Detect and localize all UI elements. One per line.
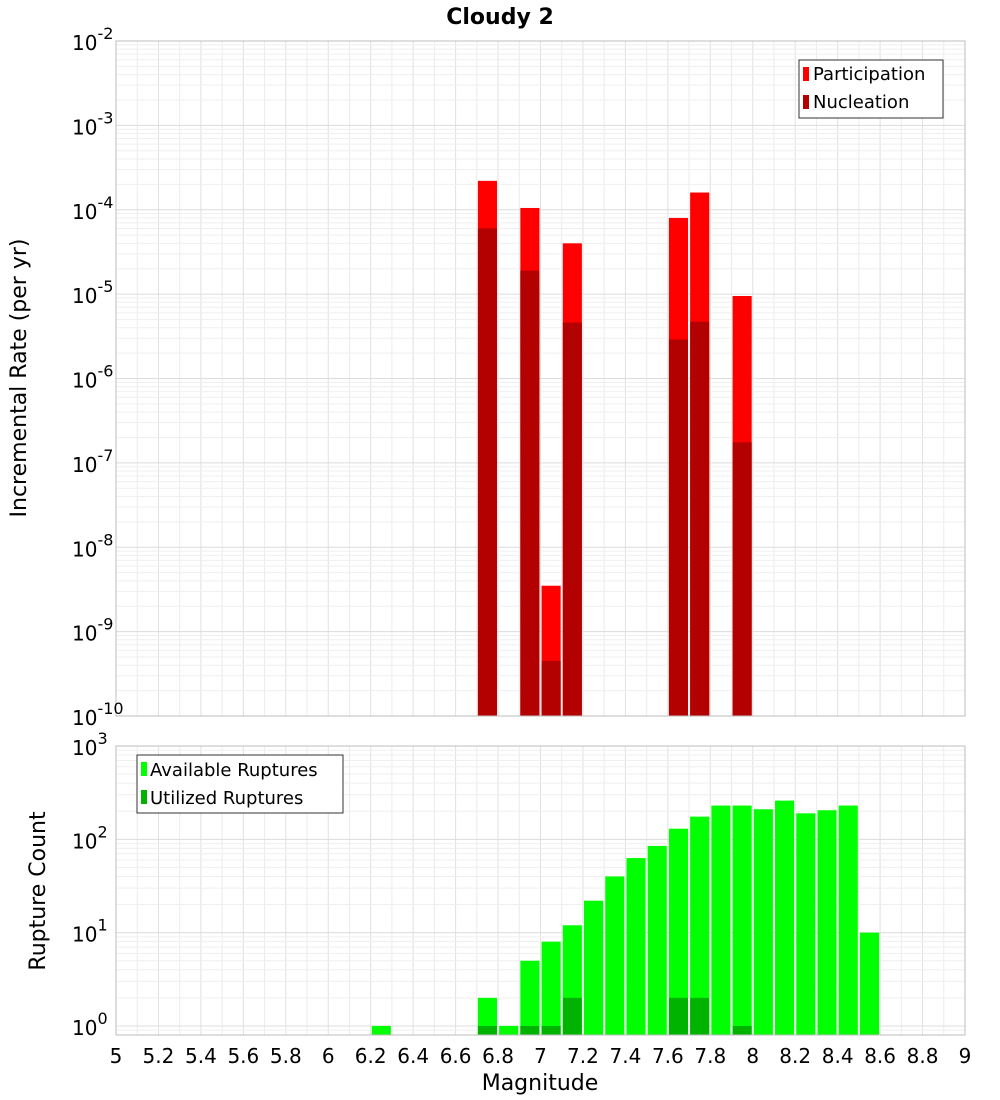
nucleation-bar — [690, 321, 710, 716]
available-ruptures-bar — [371, 1025, 391, 1035]
x-tick-label: 8.4 — [822, 1044, 854, 1068]
utilized-ruptures-bar — [668, 997, 689, 1035]
bottom-legend: Available Ruptures Utilized Ruptures — [136, 754, 344, 814]
available-ruptures-bar — [859, 932, 880, 1035]
bottom-legend-box — [136, 754, 344, 814]
top-y-tick-label: 10-2 — [72, 24, 113, 55]
bottom-y-tick-label: 102 — [72, 822, 108, 853]
top-y-tick-label: 10-4 — [72, 193, 113, 224]
nucleation-bar — [520, 270, 540, 716]
available-ruptures-bar — [796, 813, 816, 1035]
available-ruptures-legend-label: Available Ruptures — [150, 760, 318, 781]
x-tick-label: 9 — [959, 1044, 972, 1068]
available-ruptures-legend-swatch — [141, 762, 147, 776]
nucleation-bar — [732, 442, 752, 716]
top-y-tick-label: 10-10 — [72, 699, 124, 730]
available-ruptures-bar — [477, 997, 497, 1035]
top-grid — [115, 40, 966, 717]
top-y-tick-label: 10-6 — [72, 362, 113, 393]
chart-title: Cloudy 2 — [446, 5, 554, 30]
bottom-y-ticks: 100 101 102 103 — [72, 729, 108, 1040]
x-tick-label: 8.6 — [864, 1044, 896, 1068]
available-ruptures-bar — [711, 805, 731, 1035]
top-y-ticks: 10-10 10-9 10-8 10-7 10-6 10-5 10-4 10-3 10-2 — [72, 24, 124, 730]
available-ruptures-bar — [584, 900, 604, 1035]
nucleation-bar — [562, 322, 582, 716]
top-bars — [477, 180, 752, 717]
top-y-tick-label: 10-9 — [72, 615, 113, 646]
x-tick-label: 7.8 — [694, 1044, 726, 1068]
x-tick-label: 5.2 — [143, 1044, 175, 1068]
x-tick-label: 5.8 — [270, 1044, 302, 1068]
top-y-tick-label: 10-7 — [72, 446, 113, 477]
top-panel: 10-10 10-9 10-8 10-7 10-6 10-5 10-4 10-3 10-2 In… — [7, 24, 966, 730]
available-ruptures-bar — [838, 805, 858, 1035]
available-ruptures-bar — [668, 828, 689, 1035]
available-ruptures-bar — [775, 800, 795, 1035]
x-tick-label: 8.2 — [779, 1044, 811, 1068]
bottom-y-tick-label: 101 — [72, 916, 108, 947]
available-ruptures-bar — [817, 810, 837, 1035]
utilized-ruptures-legend-label: Utilized Ruptures — [150, 788, 303, 809]
x-tick-label: 7.4 — [609, 1044, 641, 1068]
x-tick-label: 7.6 — [652, 1044, 684, 1068]
x-tick-label: 6.8 — [482, 1044, 514, 1068]
nucleation-legend-swatch — [803, 95, 809, 109]
available-ruptures-bar — [626, 858, 646, 1035]
top-y-axis-label: Incremental Rate (per yr) — [7, 239, 32, 518]
utilized-ruptures-bar — [562, 997, 582, 1035]
available-ruptures-bar — [647, 845, 667, 1035]
bottom-y-tick-label: 100 — [72, 1009, 108, 1040]
bottom-plot-border — [115, 745, 966, 1036]
x-tick-label: 8 — [746, 1044, 759, 1068]
available-ruptures-bar — [732, 805, 752, 1035]
x-tick-label: 6 — [322, 1044, 335, 1068]
x-tick-label: 6.6 — [440, 1044, 472, 1068]
top-legend-box — [798, 59, 944, 119]
available-ruptures-bar — [690, 816, 710, 1035]
x-tick-label: 7 — [534, 1044, 547, 1068]
nucleation-bar — [541, 660, 561, 716]
x-tick-label: 6.4 — [397, 1044, 429, 1068]
available-ruptures-bar — [499, 1025, 519, 1035]
participation-legend-swatch — [803, 67, 809, 81]
available-ruptures-bar — [605, 876, 625, 1035]
available-ruptures-bar — [541, 941, 561, 1035]
bottom-y-axis-label: Rupture Count — [26, 811, 51, 971]
nucleation-bar — [668, 339, 689, 716]
utilized-ruptures-bar — [477, 1025, 497, 1035]
x-tick-label: 6.2 — [355, 1044, 387, 1068]
top-plot-border — [115, 40, 966, 717]
top-y-tick-label: 10-8 — [72, 530, 113, 561]
bottom-bars — [371, 800, 880, 1035]
utilized-ruptures-bar — [732, 1025, 752, 1035]
x-tick-label: 5.4 — [185, 1044, 217, 1068]
available-ruptures-bar — [520, 960, 540, 1035]
utilized-ruptures-legend-swatch — [141, 790, 147, 804]
bottom-panel: 100 101 102 103 5 5.2 5.4 5.6 5.8 6 6.2 6.4 6.6 6.8 7… — [26, 729, 971, 1096]
bottom-y-tick-label: 103 — [72, 729, 108, 760]
x-tick-label: 5.6 — [227, 1044, 259, 1068]
available-ruptures-bar — [753, 809, 773, 1035]
utilized-ruptures-bar — [541, 1025, 561, 1035]
x-tick-label: 7.2 — [567, 1044, 599, 1068]
x-axis-label: Magnitude — [482, 1071, 599, 1096]
participation-legend-label: Participation — [813, 64, 925, 85]
nucleation-legend-label: Nucleation — [813, 92, 909, 113]
bottom-x-ticks: 5 5.2 5.4 5.6 5.8 6 6.2 6.4 6.6 6.8 7 7.2 7.4 7.6 7.8 8… — [110, 1044, 972, 1068]
top-y-tick-label: 10-3 — [72, 108, 113, 139]
x-tick-label: 5 — [110, 1044, 123, 1068]
utilized-ruptures-bar — [520, 1025, 540, 1035]
top-y-tick-label: 10-5 — [72, 277, 113, 308]
x-tick-label: 8.8 — [907, 1044, 939, 1068]
utilized-ruptures-bar — [690, 997, 710, 1035]
top-legend: Participation Nucleation — [798, 59, 944, 119]
nucleation-bar — [477, 228, 497, 716]
